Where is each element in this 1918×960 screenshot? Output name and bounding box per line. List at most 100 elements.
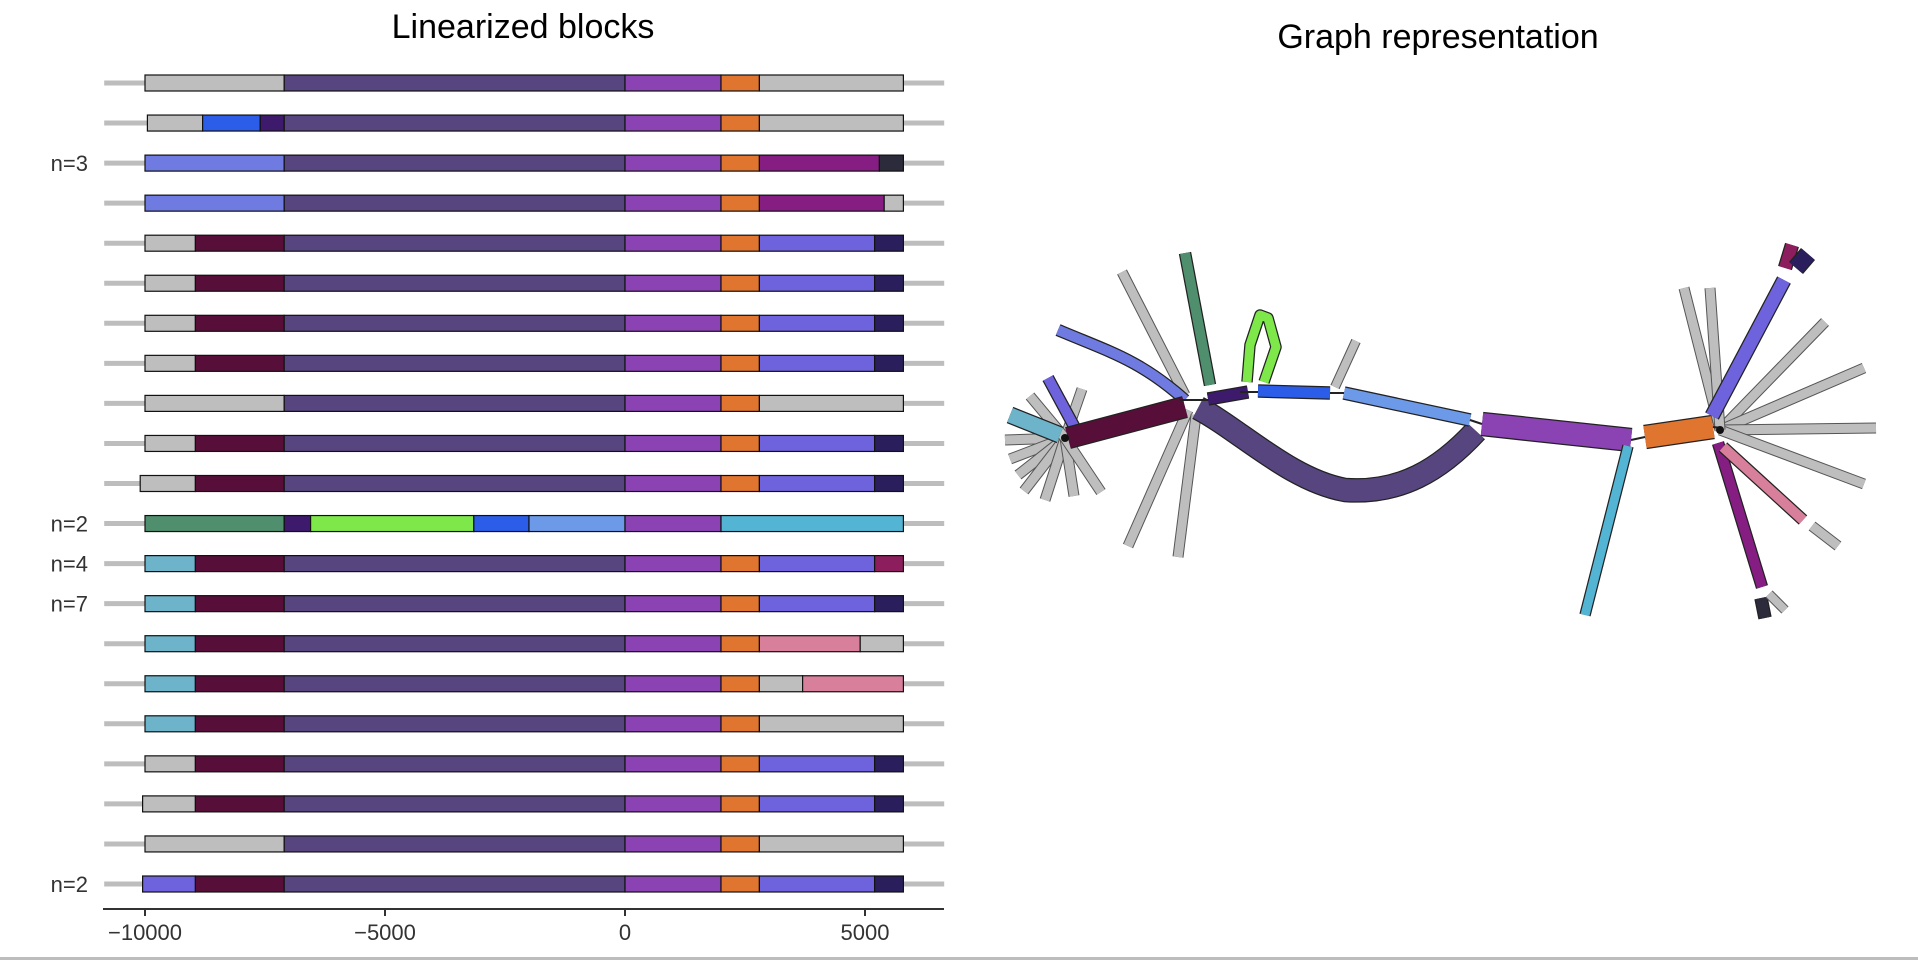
segment-violet-branch-left (1042, 375, 1081, 431)
block-violet (758, 595, 876, 613)
block-row (104, 474, 945, 493)
segment-darkpurple-arc (1192, 397, 1485, 503)
segment-pink-branch (1718, 442, 1808, 525)
block-cyan (720, 514, 904, 533)
block-skyblue (528, 514, 626, 533)
block-purple (624, 154, 722, 172)
row-count-label: n=4 (51, 552, 88, 577)
gray-branch (1122, 407, 1194, 549)
block-darkpurple (283, 875, 626, 893)
gray-branch (1765, 590, 1789, 614)
block-purple (624, 635, 722, 653)
block-charcoal (878, 154, 905, 172)
block-darkpurple (283, 474, 626, 493)
block-navy (873, 354, 904, 372)
edge-connector (1630, 436, 1646, 441)
block-royal (473, 514, 530, 533)
block-darkpurple (283, 675, 626, 693)
block-orange (720, 194, 761, 212)
block-darkpurple (283, 234, 626, 252)
gray-branch (1678, 286, 1726, 432)
block-row (104, 194, 945, 212)
gray-branch (1060, 434, 1106, 496)
block-gray (144, 835, 285, 853)
gray-branch (1704, 287, 1726, 431)
block-purple (624, 554, 722, 573)
block-purple (624, 514, 722, 533)
gray-branch (1059, 437, 1080, 497)
block-row (104, 835, 945, 853)
block-violet (758, 875, 876, 893)
x-tick-label: −10000 (108, 920, 182, 945)
block-orange (720, 715, 761, 733)
block-purple (624, 234, 722, 252)
block-navy (873, 434, 904, 453)
segment-cyan-branch (1579, 444, 1634, 617)
edge-connector (1712, 426, 1723, 429)
block-maroon (194, 675, 285, 693)
block-gray (859, 635, 905, 653)
segment-skyblue-link (1342, 386, 1472, 427)
block-orange (720, 114, 761, 132)
x-tick-label: 0 (619, 920, 631, 945)
block-row (104, 755, 945, 773)
block-row (104, 394, 945, 412)
block-row (104, 74, 945, 92)
block-orange (720, 635, 761, 653)
block-berry (873, 554, 904, 573)
block-maroon (194, 434, 285, 453)
block-purple (624, 875, 722, 893)
block-orange (720, 314, 761, 332)
block-gray (758, 114, 905, 132)
block-darkpurple (283, 595, 626, 613)
block-darkpurple (283, 795, 626, 813)
block-violet (758, 274, 876, 292)
block-row: n=3 (51, 151, 945, 176)
block-maroon (194, 635, 285, 653)
gray-branch (1004, 432, 1066, 446)
block-violet (758, 314, 876, 332)
gray-branch (1008, 432, 1067, 465)
gray-branch (1808, 521, 1842, 551)
block-maroon (194, 274, 285, 292)
block-gray (883, 194, 905, 212)
hub-node (1716, 426, 1724, 434)
block-row (104, 715, 945, 733)
block-row: n=4 (51, 552, 945, 577)
block-orange (720, 74, 761, 92)
block-darkpurple (283, 154, 626, 172)
block-orange (720, 394, 761, 412)
x-axis: −10000 −5000 0 5000 (103, 908, 944, 945)
block-gray (144, 394, 285, 412)
gray-branch (1039, 436, 1071, 502)
block-gray (144, 434, 197, 453)
block-orange (720, 234, 761, 252)
block-row: n=2 (51, 512, 945, 537)
block-orange (720, 434, 761, 453)
block-gray (144, 274, 197, 292)
block-orange (720, 795, 761, 813)
x-tick-label: −5000 (354, 920, 416, 945)
gray-branch (1172, 414, 1202, 558)
gray-branch (1059, 387, 1088, 440)
row-count-label: n=7 (51, 592, 88, 617)
gray-branch (1719, 422, 1877, 436)
linearized-blocks-panel: n=3 n=2 n=4 n=7 n=2 −10000 −5000 0 5000 (51, 74, 945, 945)
block-darkpurple (283, 434, 626, 453)
block-magenta (758, 154, 881, 172)
block-gray (144, 314, 197, 332)
block-darkpurple (283, 715, 626, 733)
block-teal (144, 675, 197, 693)
block-purple (624, 434, 722, 453)
block-purple (624, 835, 722, 853)
block-violet (758, 234, 876, 252)
block-darkpurple (283, 635, 626, 653)
block-darkpurple (283, 755, 626, 773)
block-green (144, 514, 285, 533)
block-maroon (194, 795, 285, 813)
block-navy (873, 595, 904, 613)
block-gray (139, 474, 196, 493)
segment-charcoal-tip (1754, 596, 1772, 620)
block-row: n=7 (51, 592, 945, 617)
row-count-label: n=2 (51, 512, 88, 537)
